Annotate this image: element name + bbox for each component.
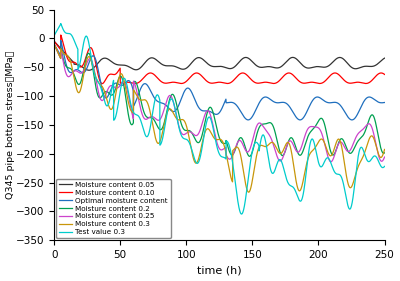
Optimal moisture content — [178, 98, 183, 101]
Moisture content 0.10 — [58, 33, 63, 37]
Test value 0.3 — [58, 22, 63, 25]
Test value 0.3 — [178, 133, 183, 136]
Moisture content 0.2 — [376, 134, 380, 137]
Moisture content 0.10 — [382, 73, 387, 76]
Moisture content 0.2 — [109, 94, 114, 97]
Moisture content 0.10 — [109, 72, 114, 76]
Optimal moisture content — [193, 99, 198, 102]
Optimal moisture content — [90, 55, 94, 58]
Line: Moisture content 0.05: Moisture content 0.05 — [54, 41, 384, 70]
Moisture content 0.05 — [109, 60, 114, 63]
Moisture content 0.05 — [90, 68, 94, 71]
Moisture content 0.10 — [376, 72, 381, 76]
Moisture content 0.2 — [382, 151, 387, 155]
Moisture content 0.25 — [340, 142, 345, 145]
Line: Moisture content 0.25: Moisture content 0.25 — [54, 44, 384, 162]
Moisture content 0.2 — [340, 138, 345, 141]
Moisture content 0.05 — [376, 62, 380, 65]
Moisture content 0.3 — [178, 118, 183, 121]
Test value 0.3 — [52, 34, 56, 37]
Optimal moisture content — [376, 100, 381, 104]
Moisture content 0.2 — [178, 121, 183, 124]
Line: Optimal moisture content: Optimal moisture content — [54, 40, 384, 120]
Moisture content 0.2 — [193, 137, 198, 141]
Moisture content 0.3 — [193, 161, 198, 164]
Moisture content 0.05 — [52, 40, 56, 43]
Moisture content 0.3 — [90, 61, 94, 64]
Moisture content 0.10 — [179, 82, 184, 85]
Moisture content 0.05 — [340, 57, 345, 60]
Moisture content 0.3 — [109, 108, 114, 111]
Legend: Moisture content 0.05, Moisture content 0.10, Optimal moisture content, Moisture: Moisture content 0.05, Moisture content … — [56, 179, 171, 238]
Line: Test value 0.3: Test value 0.3 — [54, 24, 384, 214]
Line: Moisture content 0.10: Moisture content 0.10 — [54, 35, 384, 84]
Moisture content 0.10 — [193, 71, 198, 75]
Test value 0.3 — [382, 165, 387, 168]
Moisture content 0.25 — [109, 84, 114, 87]
Test value 0.3 — [90, 60, 94, 64]
Moisture content 0.2 — [247, 155, 252, 158]
Moisture content 0.2 — [90, 61, 94, 65]
Moisture content 0.10 — [90, 47, 94, 51]
Optimal moisture content — [350, 118, 354, 122]
Optimal moisture content — [340, 107, 345, 110]
Moisture content 0.25 — [193, 134, 198, 137]
Moisture content 0.2 — [52, 42, 56, 46]
Test value 0.3 — [340, 179, 345, 183]
Moisture content 0.25 — [178, 130, 183, 133]
Moisture content 0.05 — [193, 57, 198, 61]
Moisture content 0.3 — [382, 148, 387, 151]
Moisture content 0.05 — [178, 67, 183, 71]
Moisture content 0.3 — [376, 151, 380, 155]
Moisture content 0.25 — [328, 160, 333, 164]
X-axis label: time (h): time (h) — [197, 266, 242, 275]
Moisture content 0.05 — [87, 69, 92, 72]
Moisture content 0.10 — [52, 40, 56, 43]
Moisture content 0.10 — [100, 82, 105, 85]
Moisture content 0.25 — [382, 155, 387, 159]
Test value 0.3 — [239, 212, 244, 216]
Moisture content 0.3 — [246, 191, 251, 194]
Optimal moisture content — [109, 86, 114, 90]
Moisture content 0.05 — [382, 56, 387, 60]
Moisture content 0.25 — [376, 153, 380, 156]
Moisture content 0.25 — [52, 42, 56, 46]
Moisture content 0.10 — [340, 77, 345, 80]
Moisture content 0.3 — [340, 150, 345, 153]
Y-axis label: Q345 pipe bottom stress（MPa）: Q345 pipe bottom stress（MPa） — [6, 51, 14, 199]
Line: Moisture content 0.3: Moisture content 0.3 — [54, 44, 384, 192]
Moisture content 0.3 — [52, 42, 56, 46]
Test value 0.3 — [376, 159, 381, 162]
Line: Moisture content 0.2: Moisture content 0.2 — [54, 44, 384, 156]
Test value 0.3 — [193, 159, 198, 163]
Optimal moisture content — [58, 39, 63, 42]
Optimal moisture content — [382, 101, 387, 104]
Test value 0.3 — [109, 89, 114, 92]
Moisture content 0.25 — [90, 59, 94, 63]
Optimal moisture content — [52, 42, 56, 46]
